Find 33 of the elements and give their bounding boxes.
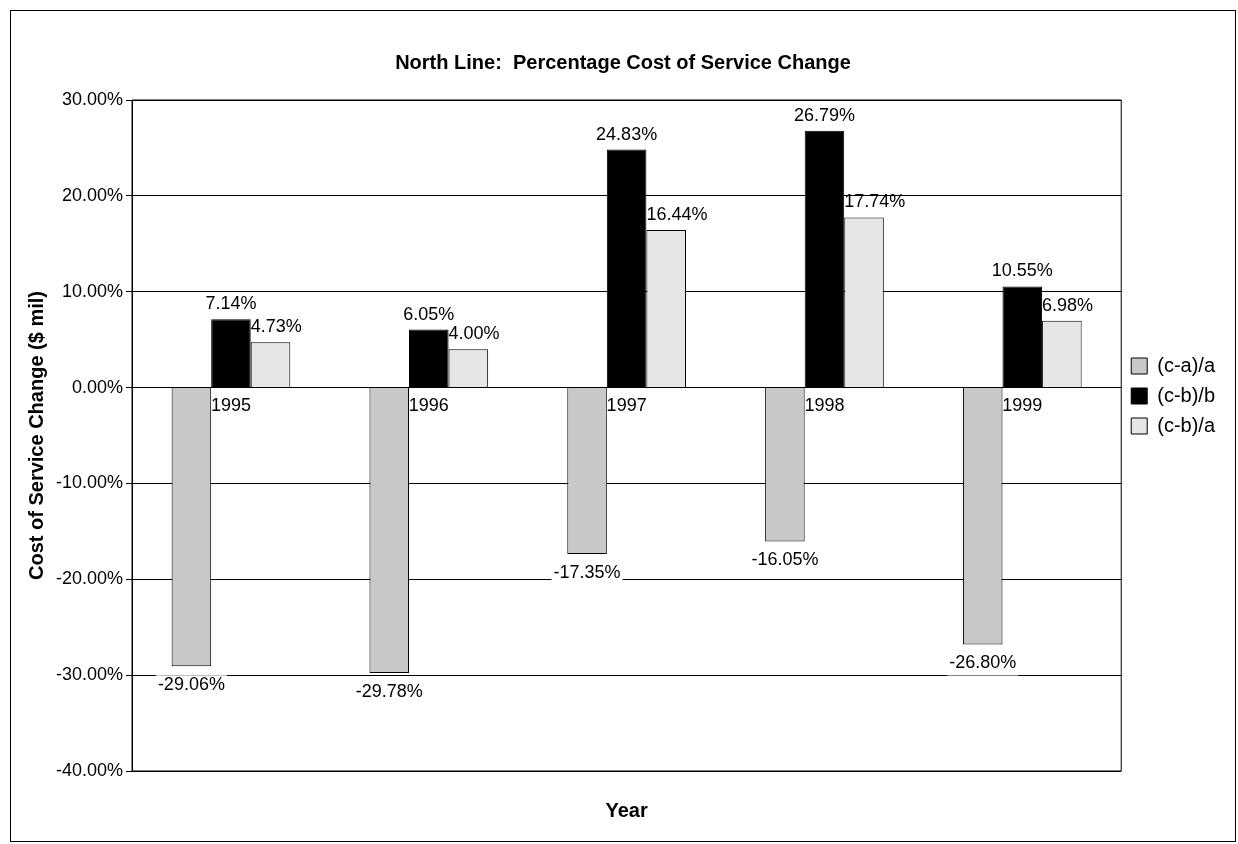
x-tick-label: 1995 [210,395,251,416]
data-label: 4.00% [448,323,500,344]
data-label: 10.55% [991,260,1053,281]
y-tick-label: -20.00% [56,568,124,589]
data-label: 26.79% [793,104,855,125]
legend-label: (c-b)/a [1157,413,1216,436]
data-label: -17.35% [553,561,621,582]
x-tick-label: 1999 [1002,395,1043,416]
y-tick-label: -30.00% [56,664,124,685]
chart-title: North Line: Percentage Cost of Service Change [395,50,851,73]
legend-label: (c-b)/b [1157,383,1216,406]
data-label: 6.05% [403,303,455,324]
y-tick-label: 30.00% [61,88,124,109]
data-label: -29.78% [355,681,423,701]
x-axis-title: Year [605,798,648,821]
data-label: -16.05% [751,549,819,570]
data-label: 4.73% [250,316,302,337]
data-label: 16.44% [646,203,708,224]
data-label: -26.80% [949,652,1017,673]
y-tick-label: -40.00% [56,759,124,780]
y-tick-label: -10.00% [56,472,124,493]
x-tick-label: 1996 [408,395,449,416]
y-tick-label: 0.00% [72,376,124,397]
data-label: 24.83% [596,123,658,144]
y-tick-label: 10.00% [61,280,124,301]
x-tick-label: 1997 [606,395,647,416]
x-tick-label: 1998 [804,395,845,416]
data-label: 6.98% [1042,294,1094,315]
y-tick-label: 20.00% [61,184,124,205]
data-label: -29.06% [157,674,225,695]
data-label: 7.14% [205,293,257,314]
y-axis-title: Cost of Service Change ($ mil) [24,291,47,580]
legend-label: (c-a)/a [1157,353,1216,376]
